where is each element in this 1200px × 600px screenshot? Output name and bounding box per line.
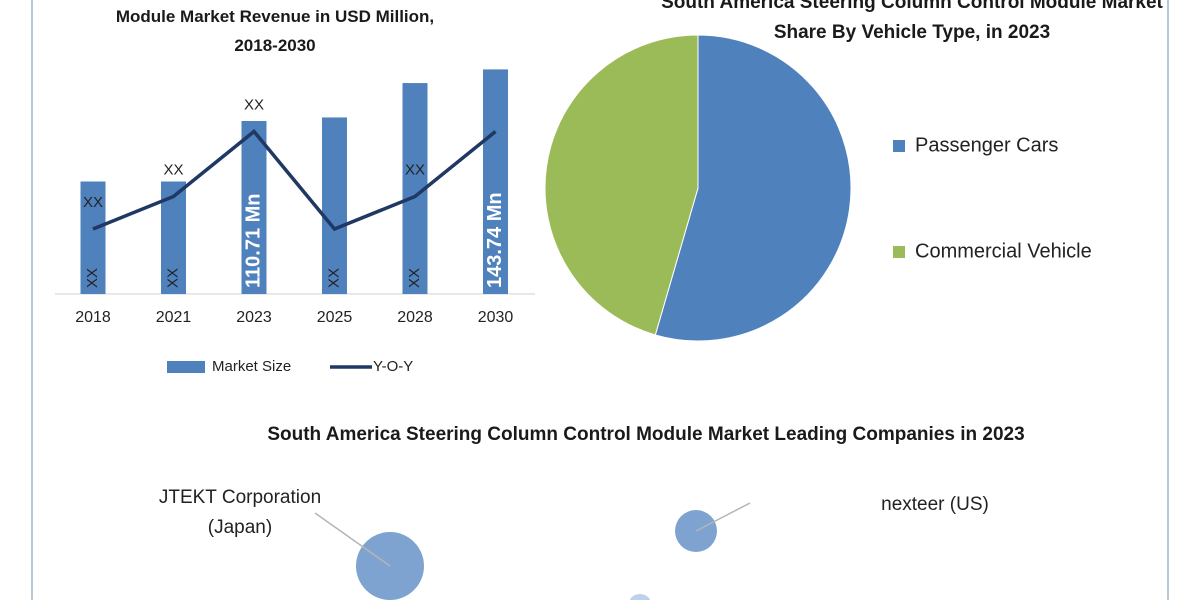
- legend-swatch: [893, 246, 905, 258]
- leader-line: [314, 512, 391, 567]
- legend-swatch: [167, 361, 205, 373]
- pie-slice: [544, 34, 699, 336]
- legend-label: Market Size: [212, 358, 291, 375]
- chart-title: South America Steering Column Control Mo…: [661, 0, 1163, 43]
- data-label: XX: [325, 268, 342, 288]
- bar: [80, 181, 106, 294]
- x-tick-label: 2021: [156, 309, 192, 326]
- legend-label: Passenger Cars: [915, 134, 1058, 156]
- data-label: XX: [83, 194, 103, 211]
- bubble: [629, 594, 651, 600]
- data-label: XX: [244, 96, 264, 113]
- line: [92, 129, 497, 232]
- legend-swatch: [893, 140, 905, 152]
- bubble-label: JTEKT Corporation (Japan): [158, 487, 322, 538]
- data-label: XX: [84, 268, 101, 288]
- x-tick-label: 2023: [236, 309, 272, 326]
- chart-title: South America Steering Column Control Mo…: [267, 424, 1025, 445]
- pie-slice: [654, 34, 852, 342]
- bar: [483, 69, 508, 294]
- data-label: XX: [406, 268, 423, 288]
- x-tick-label: 2030: [478, 309, 514, 326]
- leader-line: [695, 502, 751, 532]
- chart-title: Module Market Revenue in USD Million, 20…: [115, 7, 435, 55]
- bar: [241, 121, 267, 294]
- x-tick-label: 2025: [317, 309, 353, 326]
- legend-label: Y-O-Y: [373, 358, 413, 375]
- data-label: XX: [164, 268, 181, 288]
- data-label: 143.74 Mn: [484, 192, 506, 288]
- data-label: XX: [405, 161, 425, 178]
- bubble-label: nexteer (US): [881, 494, 989, 515]
- data-label: XX: [163, 161, 183, 178]
- data-label: 110.71 Mn: [242, 193, 264, 288]
- x-tick-label: 2018: [75, 309, 111, 326]
- bar: [322, 117, 347, 294]
- legend-label: Commercial Vehicle: [915, 240, 1092, 262]
- x-tick-label: 2028: [397, 309, 433, 326]
